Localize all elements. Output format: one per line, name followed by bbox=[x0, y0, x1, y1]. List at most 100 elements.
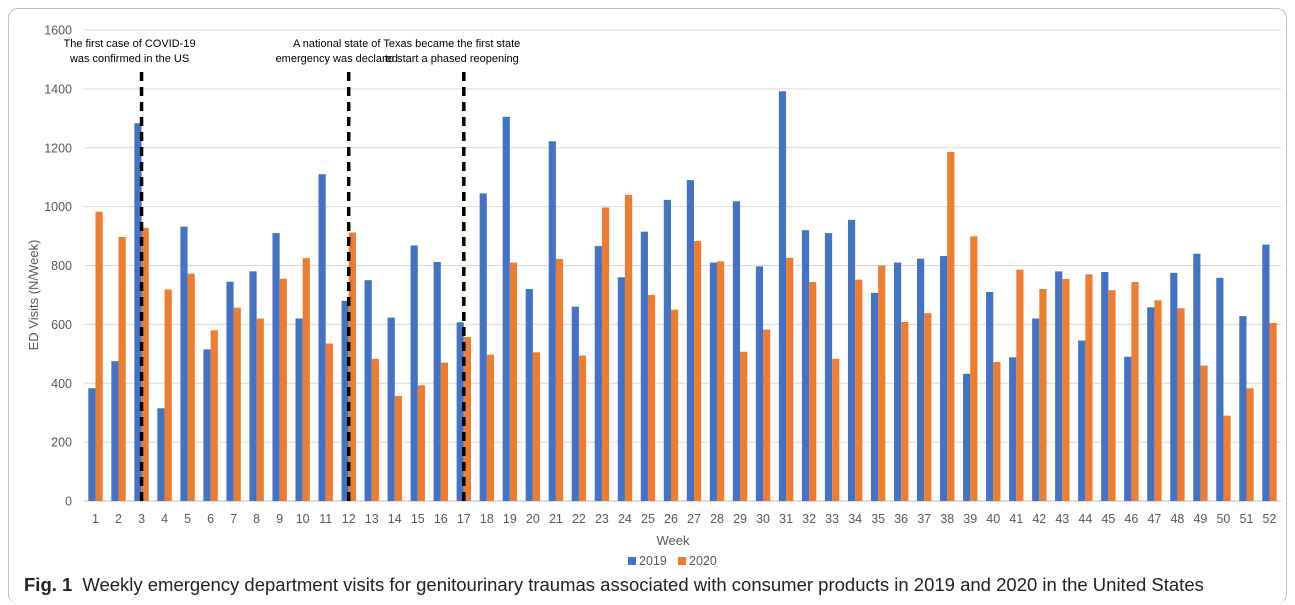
bar-2019 bbox=[1032, 318, 1040, 501]
x-tick-label: 31 bbox=[779, 512, 793, 526]
x-tick-label: 21 bbox=[549, 512, 563, 526]
bar-2020 bbox=[1016, 269, 1024, 501]
bar-2019 bbox=[387, 317, 395, 501]
bar-2019 bbox=[364, 280, 372, 501]
x-tick-label: 13 bbox=[365, 512, 379, 526]
bar-2020 bbox=[348, 232, 356, 501]
bar-2019 bbox=[617, 277, 625, 501]
bar-2020 bbox=[233, 307, 241, 501]
bar-2020 bbox=[1223, 415, 1231, 501]
legend: 2019 2020 bbox=[628, 554, 717, 568]
x-axis-label: Week bbox=[657, 533, 690, 548]
x-tick-label: 40 bbox=[986, 512, 1000, 526]
x-tick-label: 17 bbox=[457, 512, 471, 526]
y-axis-label: ED Visits (N/Week) bbox=[26, 240, 41, 351]
bar-2019 bbox=[525, 289, 533, 501]
x-tick-label: 33 bbox=[825, 512, 839, 526]
bar-2020 bbox=[1177, 308, 1185, 501]
x-tick-label: 12 bbox=[342, 512, 356, 526]
bar-2020 bbox=[901, 322, 909, 501]
x-tick-label: 51 bbox=[1240, 512, 1254, 526]
bar-2020 bbox=[555, 259, 564, 501]
x-tick-label: 14 bbox=[388, 512, 402, 526]
x-tick-label: 8 bbox=[253, 512, 260, 526]
bar-2020 bbox=[440, 362, 448, 501]
y-tick-label: 1400 bbox=[44, 82, 72, 96]
bar-2019 bbox=[640, 231, 648, 501]
x-tick-label: 41 bbox=[1009, 512, 1023, 526]
bar-2019 bbox=[824, 233, 833, 501]
bar-2020 bbox=[717, 261, 725, 501]
bar-2020 bbox=[878, 265, 886, 501]
bar-2020 bbox=[509, 262, 518, 501]
bar-2019 bbox=[1262, 244, 1270, 502]
bar-2019 bbox=[594, 246, 602, 501]
x-tick-label: 15 bbox=[411, 512, 425, 526]
bar-2019 bbox=[548, 141, 556, 501]
bar-2020 bbox=[486, 354, 495, 501]
y-tick-label: 400 bbox=[51, 377, 72, 391]
annotations: The first case of COVID-19 was confirmed … bbox=[64, 38, 520, 501]
bar-2019 bbox=[1239, 316, 1247, 501]
bar-2020 bbox=[1039, 289, 1047, 501]
bar-2019 bbox=[502, 116, 510, 501]
x-tick-label: 50 bbox=[1216, 512, 1230, 526]
bar-2020 bbox=[578, 355, 587, 501]
bar-2020 bbox=[601, 207, 610, 501]
x-tick-label: 9 bbox=[276, 512, 283, 526]
bar-2019 bbox=[1170, 272, 1178, 501]
x-axis-ticks: 1 2 3 4 5 6 7 8 9 10 11 12 13 14 15 16 17 18 19 20 21 22 23 24 2… bbox=[92, 512, 1276, 526]
x-tick-label: 16 bbox=[434, 512, 448, 526]
x-tick-label: 36 bbox=[894, 512, 908, 526]
x-tick-label: 45 bbox=[1101, 512, 1115, 526]
bar-2019 bbox=[180, 226, 188, 501]
bar-2020 bbox=[624, 194, 633, 501]
x-tick-label: 20 bbox=[526, 512, 540, 526]
bar-2019 bbox=[134, 123, 142, 502]
y-tick-label: 1600 bbox=[44, 24, 72, 38]
x-tick-label: 7 bbox=[230, 512, 237, 526]
x-tick-label: 4 bbox=[161, 512, 168, 526]
bar-2019 bbox=[1193, 253, 1201, 501]
x-tick-label: 32 bbox=[802, 512, 816, 526]
bar-2019 bbox=[203, 349, 211, 501]
annotation-text: Texas became the first state bbox=[383, 38, 520, 50]
legend-label: 2020 bbox=[689, 554, 717, 568]
y-tick-label: 600 bbox=[51, 318, 72, 332]
bar-2019 bbox=[940, 256, 948, 501]
bars bbox=[88, 91, 1277, 502]
bar-2019 bbox=[571, 306, 579, 501]
bar-2020 bbox=[95, 211, 103, 501]
bar-2019 bbox=[963, 373, 971, 501]
bar-2020 bbox=[417, 385, 425, 501]
bar-2019 bbox=[986, 291, 994, 501]
bar-2019 bbox=[1055, 271, 1063, 501]
bar-2020 bbox=[1108, 290, 1116, 501]
x-tick-label: 26 bbox=[664, 512, 678, 526]
bar-2019 bbox=[917, 258, 925, 501]
x-tick-label: 3 bbox=[138, 512, 145, 526]
x-tick-label: 44 bbox=[1078, 512, 1092, 526]
bar-2019 bbox=[226, 281, 234, 501]
legend-swatch bbox=[678, 557, 686, 565]
x-tick-label: 46 bbox=[1124, 512, 1138, 526]
x-tick-label: 1 bbox=[92, 512, 99, 526]
x-tick-label: 25 bbox=[641, 512, 655, 526]
y-axis-ticks: 0 200 400 600 800 1000 1200 1400 1600 bbox=[44, 24, 72, 509]
bar-2019 bbox=[893, 262, 902, 501]
x-tick-label: 23 bbox=[595, 512, 609, 526]
bar-2020 bbox=[394, 395, 402, 501]
x-tick-label: 52 bbox=[1263, 512, 1277, 526]
x-tick-label: 34 bbox=[848, 512, 862, 526]
x-tick-label: 24 bbox=[618, 512, 632, 526]
x-tick-label: 19 bbox=[503, 512, 517, 526]
annotation-text: was confirmed in the US bbox=[69, 53, 189, 65]
figure-frame bbox=[8, 8, 1287, 604]
bar-2019 bbox=[157, 408, 165, 501]
bar-2020 bbox=[256, 318, 264, 501]
bar-2019 bbox=[318, 174, 326, 501]
bar-2019 bbox=[295, 318, 303, 501]
bar-2020 bbox=[371, 358, 379, 501]
bar-2020 bbox=[210, 330, 218, 501]
bar-2019 bbox=[111, 361, 119, 501]
